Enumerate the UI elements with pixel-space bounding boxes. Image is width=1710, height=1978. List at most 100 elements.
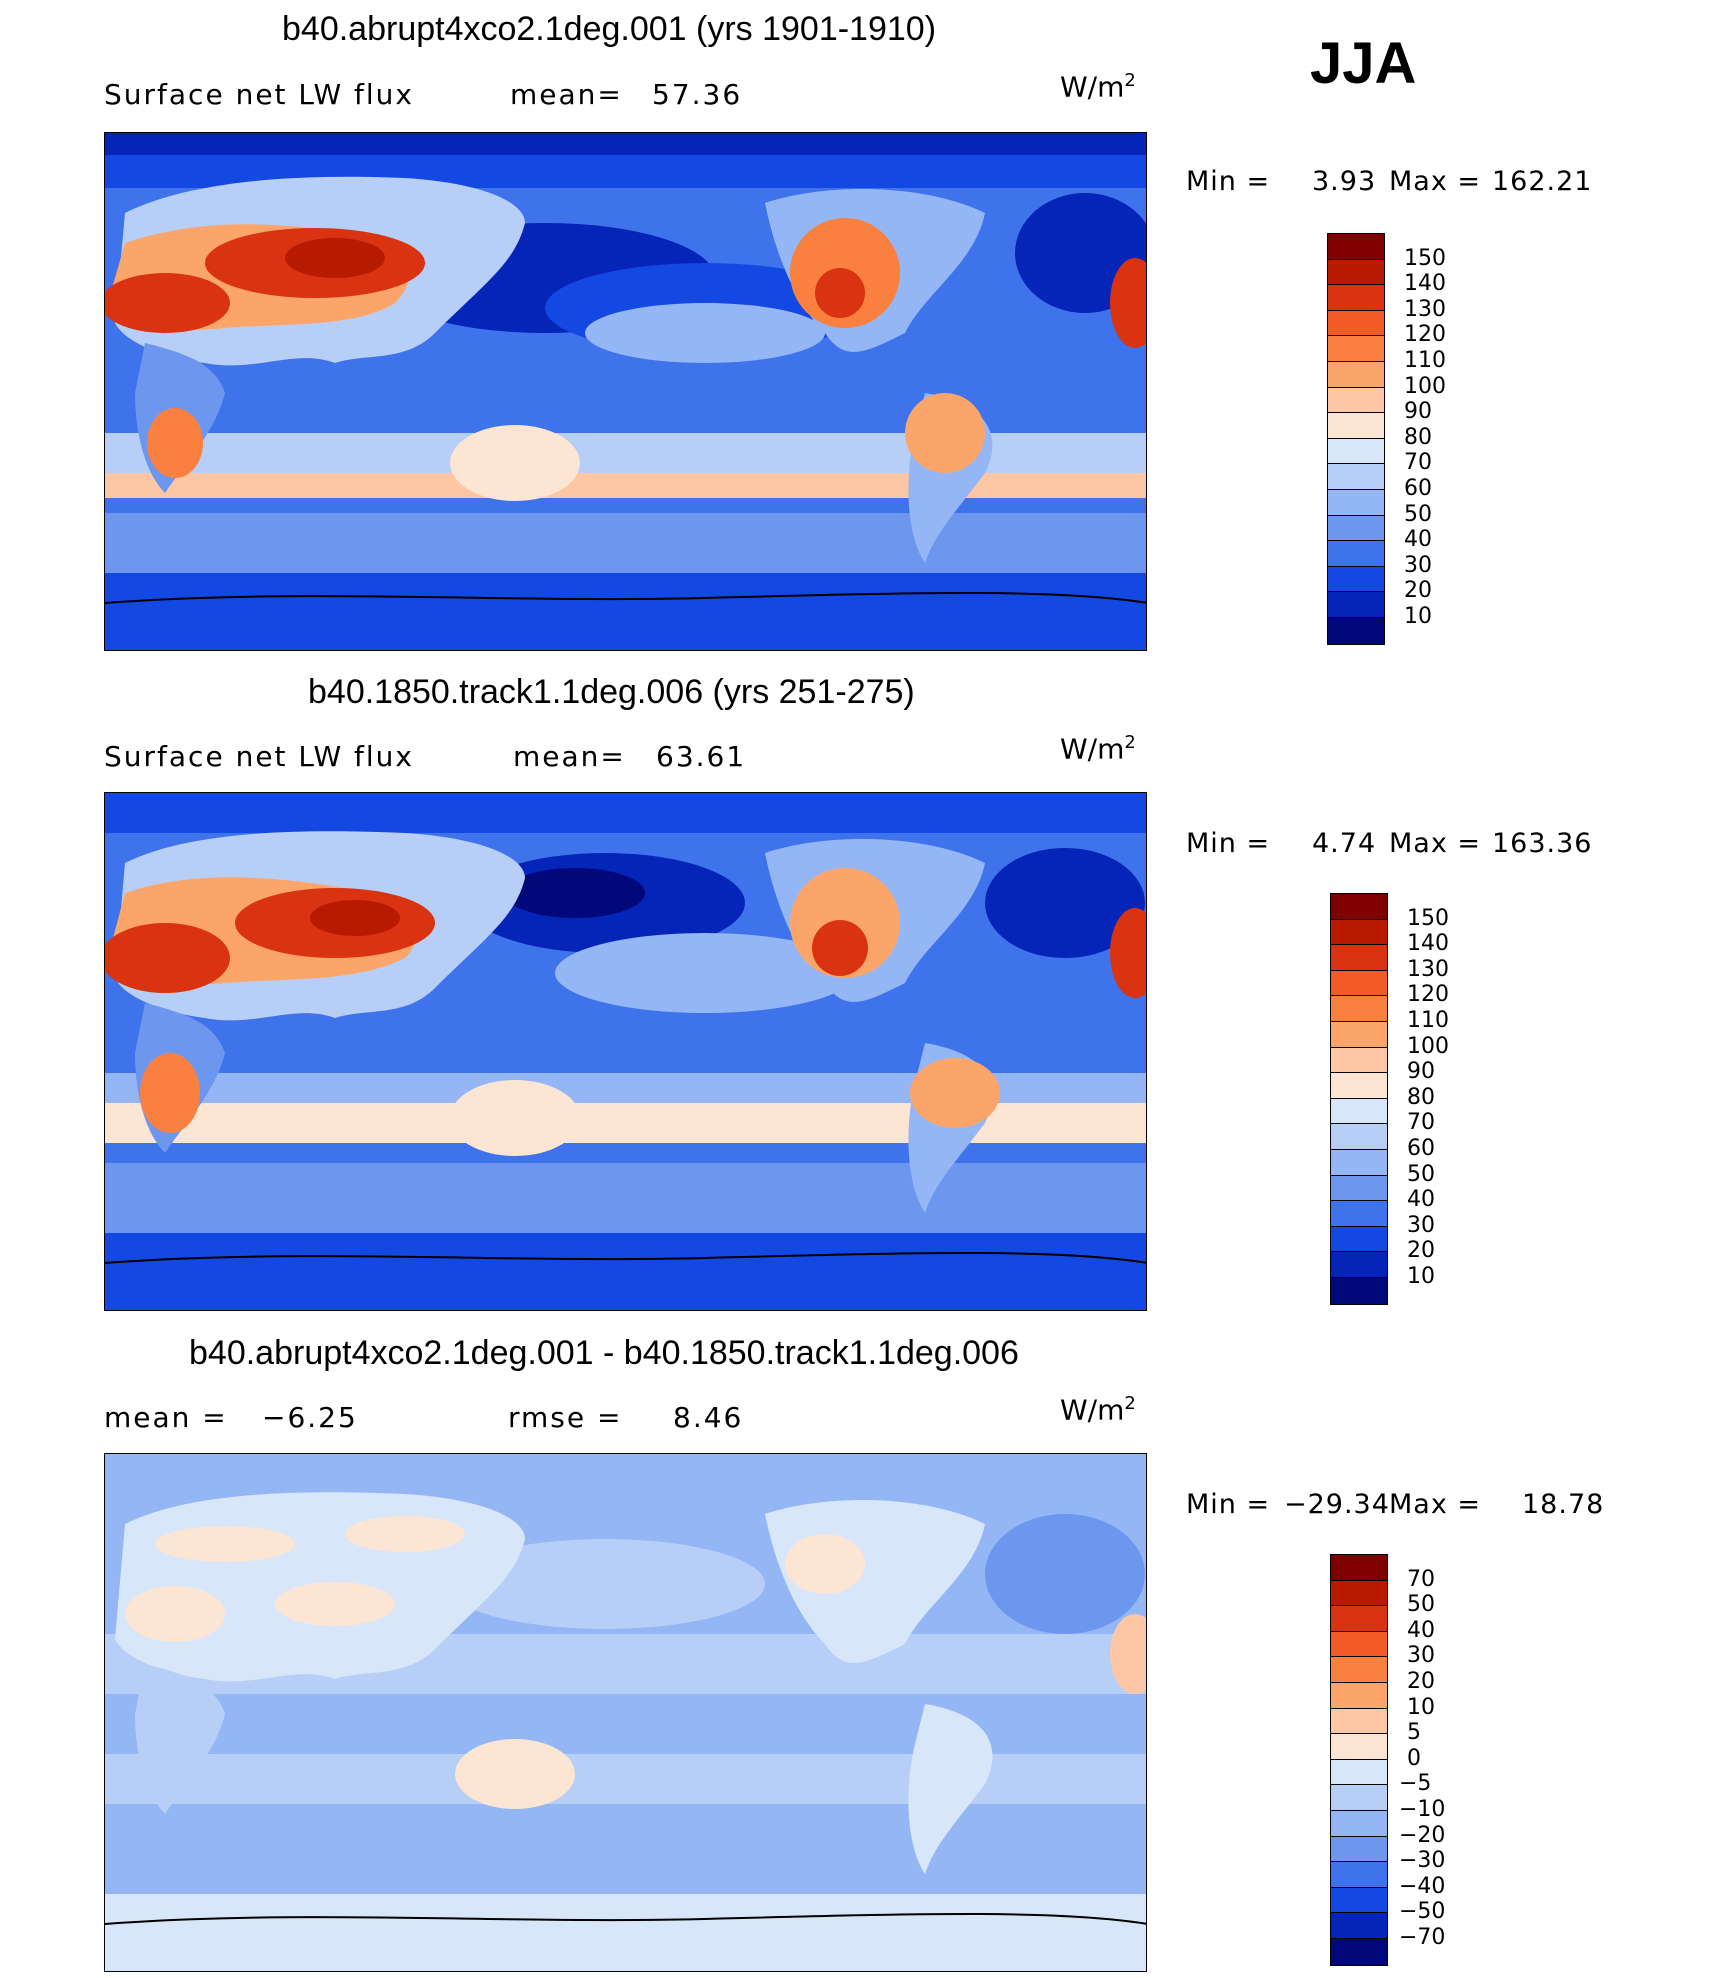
colorbar-tick-label: 140 — [1404, 271, 1446, 297]
colorbar-tick-label: 30 — [1404, 552, 1432, 578]
colorbar-tick-label: 80 — [1404, 424, 1432, 450]
colorbar-tick-label: 140 — [1407, 931, 1449, 957]
colorbar-tick-label: 80 — [1407, 1084, 1435, 1110]
colorbar-tick-label: 20 — [1407, 1238, 1435, 1264]
colorbar-swatch — [1331, 1631, 1387, 1658]
panel-3-mean-value: −6.25 — [262, 1401, 358, 1434]
panel-1-map — [104, 132, 1147, 651]
colorbar-tick-label: −20 — [1399, 1822, 1446, 1848]
colorbar-tick-label: 50 — [1407, 1592, 1435, 1618]
panel-1-max-label: Max = — [1389, 166, 1482, 197]
colorbar-swatch — [1328, 259, 1384, 286]
colorbar-tick-label: 50 — [1404, 501, 1432, 527]
colorbar-swatch — [1328, 234, 1384, 260]
colorbar-swatch — [1331, 1734, 1387, 1760]
colorbar-swatch — [1331, 970, 1387, 997]
colorbar-swatch — [1331, 1277, 1387, 1304]
colorbar-swatch — [1328, 515, 1384, 542]
panel-3-min-value: −29.34 — [1284, 1489, 1390, 1520]
colorbar-tick-label: 100 — [1407, 1033, 1449, 1059]
panel-1-map-graphic — [105, 133, 1146, 650]
colorbar-tick-label: 90 — [1407, 1059, 1435, 1085]
panel-2-colorbar — [1330, 893, 1388, 1305]
colorbar-tick-label: −50 — [1399, 1899, 1446, 1925]
colorbar-swatch — [1331, 1201, 1387, 1227]
colorbar-swatch — [1331, 1252, 1387, 1278]
colorbar-tick-label: 20 — [1404, 578, 1432, 604]
colorbar-tick-label: 60 — [1407, 1136, 1435, 1161]
panel-2-map-graphic — [105, 793, 1146, 1310]
colorbar-tick-label: −70 — [1399, 1925, 1446, 1950]
colorbar-tick-label: 150 — [1404, 245, 1446, 271]
colorbar-swatch — [1331, 1785, 1387, 1811]
colorbar-swatch — [1331, 1226, 1387, 1253]
colorbar-tick-label: 100 — [1404, 373, 1446, 399]
colorbar-tick-label: 20 — [1407, 1669, 1435, 1694]
season-label: JJA — [1310, 31, 1417, 96]
colorbar-swatch — [1331, 1913, 1387, 1939]
colorbar-tick-label: 30 — [1407, 1212, 1435, 1238]
colorbar-swatch — [1331, 1759, 1387, 1786]
colorbar-swatch — [1328, 387, 1384, 414]
colorbar-swatch — [1331, 1124, 1387, 1150]
colorbar-swatch — [1328, 592, 1384, 618]
colorbar-tick-label: 70 — [1404, 450, 1432, 476]
colorbar-tick-label: 130 — [1407, 956, 1449, 982]
panel-3-colorbar — [1330, 1554, 1388, 1966]
colorbar-swatch — [1331, 1887, 1387, 1914]
panel-2-max-label: Max = — [1389, 828, 1482, 859]
panel-2-min-value: 4.74 — [1312, 828, 1377, 859]
colorbar-swatch — [1331, 1580, 1387, 1607]
panel-1-colorbar — [1327, 233, 1385, 645]
panel-3-mean-label: mean = — [104, 1401, 228, 1434]
panel-1-mean-label: mean= — [510, 78, 623, 111]
colorbar-tick-label: −5 — [1399, 1771, 1432, 1797]
colorbar-tick-label: 60 — [1404, 476, 1432, 501]
colorbar-tick-label: 10 — [1404, 604, 1432, 629]
panel-3-rmse-label: rmse = — [508, 1401, 623, 1434]
colorbar-swatch — [1328, 438, 1384, 465]
panel-1-mean-value: 57.36 — [652, 78, 743, 111]
colorbar-swatch — [1331, 1862, 1387, 1888]
colorbar-swatch — [1331, 1149, 1387, 1176]
colorbar-swatch — [1331, 1098, 1387, 1125]
colorbar-swatch — [1328, 336, 1384, 362]
panel-3-max-label: Max = — [1389, 1489, 1482, 1520]
panel-3-units: W/m2 — [1060, 1393, 1136, 1427]
colorbar-swatch — [1328, 361, 1384, 388]
colorbar-swatch — [1331, 1047, 1387, 1074]
colorbar-tick-label: 10 — [1407, 1264, 1435, 1289]
colorbar-swatch — [1331, 1606, 1387, 1632]
colorbar-swatch — [1331, 1073, 1387, 1099]
colorbar-tick-label: −10 — [1399, 1797, 1446, 1822]
colorbar-swatch — [1328, 566, 1384, 593]
panel-2-field-label: Surface net LW flux — [104, 740, 414, 773]
panel-2-min-label: Min = — [1186, 828, 1271, 859]
panel-3-min-label: Min = — [1186, 1489, 1271, 1520]
colorbar-tick-label: −40 — [1399, 1873, 1446, 1899]
panel-1-min-label: Min = — [1186, 166, 1271, 197]
panel-3-rmse-value: 8.46 — [673, 1401, 744, 1434]
panel-2-map — [104, 792, 1147, 1311]
panel-3-map-graphic — [105, 1454, 1146, 1971]
colorbar-tick-label: 30 — [1407, 1643, 1435, 1669]
colorbar-tick-label: 90 — [1404, 399, 1432, 425]
panel-1-max-value: 162.21 — [1492, 166, 1593, 197]
panel-2-title: b40.1850.track1.1deg.006 (yrs 251-275) — [308, 673, 915, 711]
colorbar-swatch — [1331, 919, 1387, 946]
colorbar-tick-label: 40 — [1404, 527, 1432, 553]
colorbar-tick-label: 150 — [1407, 905, 1449, 931]
colorbar-swatch — [1331, 1836, 1387, 1863]
colorbar-tick-label: 40 — [1407, 1187, 1435, 1213]
panel-2-mean-label: mean= — [513, 740, 626, 773]
colorbar-tick-label: 120 — [1407, 982, 1449, 1008]
colorbar-tick-label: 120 — [1404, 322, 1446, 348]
colorbar-tick-label: 50 — [1407, 1161, 1435, 1187]
colorbar-swatch — [1331, 1555, 1387, 1581]
colorbar-swatch — [1331, 1708, 1387, 1735]
colorbar-swatch — [1328, 413, 1384, 439]
colorbar-tick-label: 70 — [1407, 1566, 1435, 1592]
colorbar-swatch — [1331, 996, 1387, 1022]
colorbar-swatch — [1331, 945, 1387, 971]
panel-1-units: W/m2 — [1060, 70, 1136, 104]
